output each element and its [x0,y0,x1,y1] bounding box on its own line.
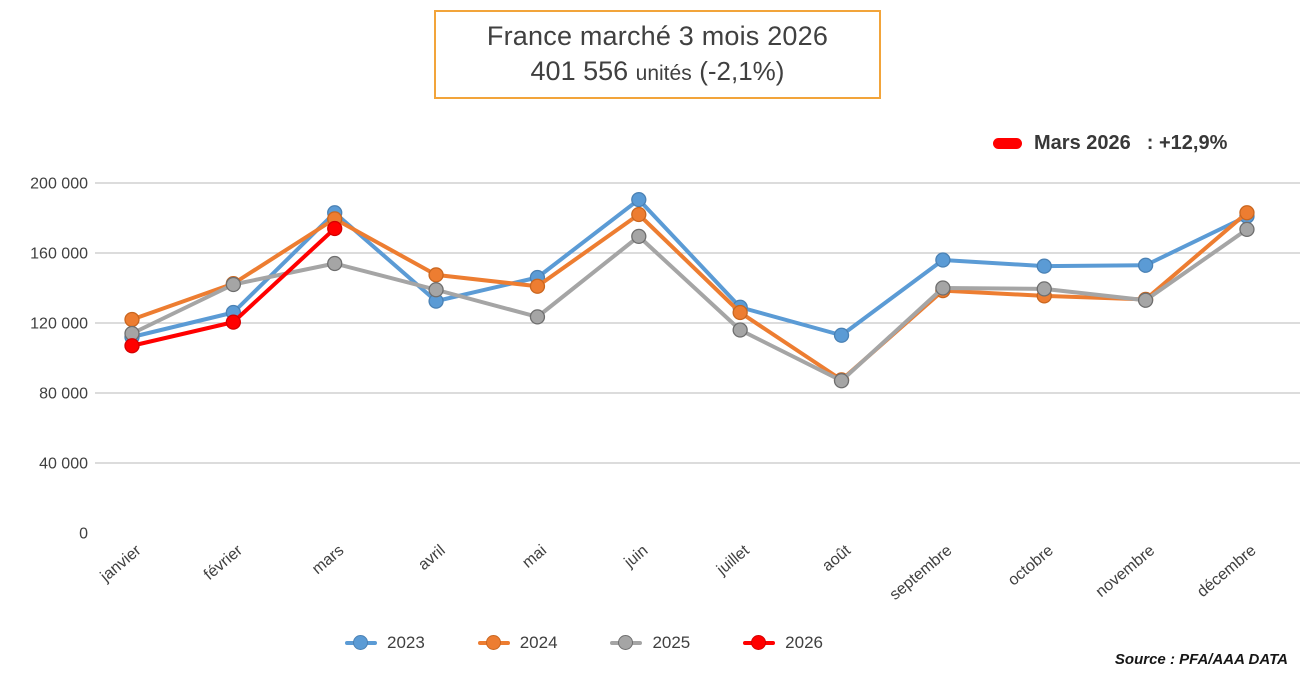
gridlines [95,182,1300,464]
y-tick-label: 40 000 [39,456,88,473]
data-point-2025-novembre [1137,292,1154,308]
series-2024 [124,205,1255,388]
data-point-2026-janvier [124,338,140,354]
x-tick-label: février [201,542,246,584]
y-tick-label: 200 000 [30,176,88,193]
y-tick-label: 160 000 [30,246,88,263]
legend-label: 2025 [652,633,691,652]
data-point-2025-mars [327,255,343,272]
legend-marker-icon [477,635,510,651]
x-tick-label: juillet [713,542,753,579]
legend-item-2026: 2026 [743,633,823,653]
data-point-2023-août [833,327,850,343]
data-point-2023-juin [631,191,647,208]
legend-marker-icon [610,635,643,651]
y-tick-label: 120 000 [30,316,88,333]
data-point-2024-mai [529,278,546,294]
data-point-2026-février [225,314,242,330]
data-point-2025-octobre [1036,281,1052,297]
legend-item-2025: 2025 [610,633,690,653]
series-2025 [124,221,1255,389]
data-point-2024-avril [428,267,444,283]
data-point-2023-octobre [1036,258,1052,274]
legend-item-2023: 2023 [345,633,425,653]
legend-item-2024: 2024 [477,633,558,653]
y-axis-labels: 0 40 000 80 000 120 000 160 000 200 000 [30,176,88,543]
data-point-2026-mars [327,220,343,237]
red-dash-icon [993,138,1022,149]
mars-2026-highlight: Mars 2026 : +12,9% [993,132,1227,155]
legend-label: 2024 [519,633,558,652]
data-point-2025-décembre [1239,221,1255,238]
chart-title-box: France marché 3 mois 2026 401 556 unités… [434,10,881,99]
data-point-2025-mai [529,309,546,325]
x-tick-label: avril [415,542,448,574]
x-axis-labels: janvier février mars avril mai juin juillet aoû… [97,542,1260,604]
x-tick-label: décembre [1194,542,1260,601]
data-point-2023-novembre [1137,257,1154,273]
data-point-2023-septembre [935,252,951,268]
data-point-2025-septembre [935,280,951,296]
mars-2026-percent: : +12,9% [1146,132,1228,154]
data-point-2025-juin [631,228,647,245]
x-tick-label: mars [309,542,347,578]
data-point-2025-février [225,276,242,293]
total-units-value: 401 556 [530,56,629,86]
data-point-2025-avril [428,282,444,298]
total-percent-change: (-2,1%) [699,56,785,86]
chart-subtitle: 401 556 unités (-2,1%) [440,56,875,87]
data-point-2024-juin [631,206,647,223]
x-tick-label: septembre [887,542,956,604]
legend-label: 2023 [387,633,425,652]
source-note: Source : PFA/AAA DATA [1114,651,1288,668]
x-tick-label: mai [519,542,550,572]
data-point-2025-juillet [732,322,748,338]
data-point-2025-août [833,373,850,389]
x-tick-label: juin [621,542,652,572]
x-tick-label: janvier [97,542,145,586]
chart-legend: 2023 2024 2025 2026 [345,633,823,653]
x-tick-label: octobre [1005,542,1057,589]
series-2026 [124,220,343,354]
legend-label: 2026 [785,633,823,652]
x-tick-label: août [819,542,854,575]
mars-2026-label: Mars 2026 [1034,132,1131,154]
data-point-2024-juillet [732,304,748,321]
units-word: unités [635,62,692,85]
data-point-2024-janvier [124,311,140,328]
y-tick-label: 0 [79,526,88,543]
legend-marker-icon [743,635,776,651]
data-point-2024-décembre [1239,205,1255,221]
chart-title: France marché 3 mois 2026 [486,21,829,51]
x-tick-label: novembre [1093,542,1159,601]
y-tick-label: 80 000 [39,386,88,403]
legend-marker-icon [345,635,377,651]
